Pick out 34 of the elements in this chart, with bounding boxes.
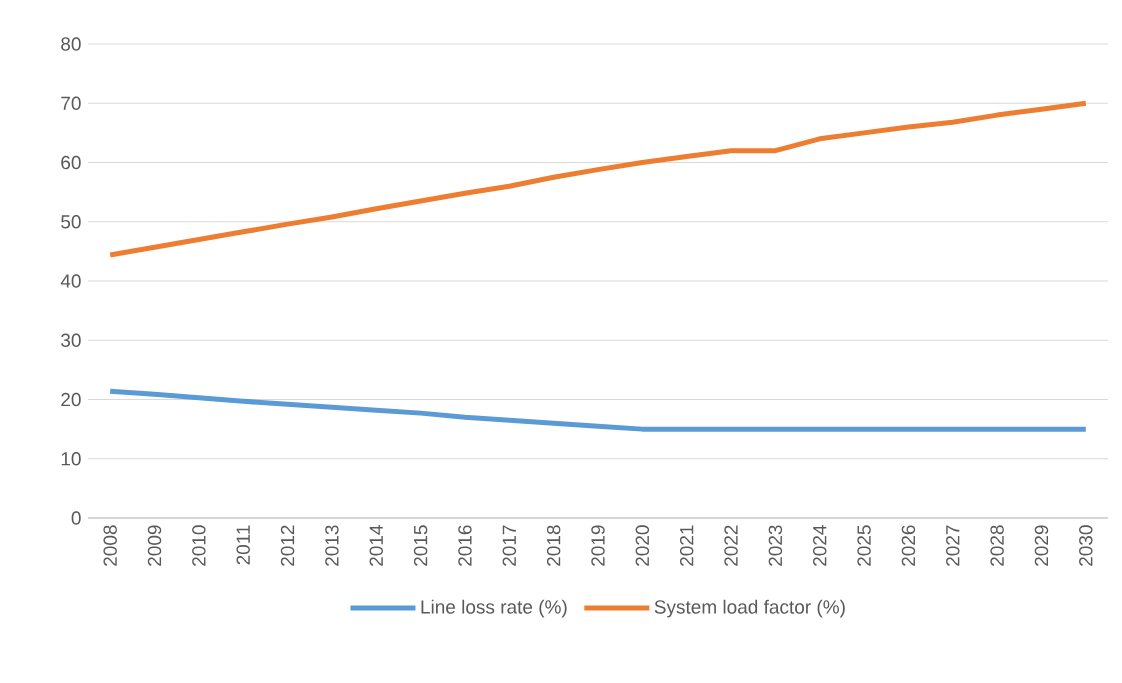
x-tick-label: 2013: [325, 525, 339, 566]
x-tick-label: 2025: [857, 525, 871, 566]
x-tick-label: 2022: [724, 525, 738, 566]
legend-label: Line loss rate (%): [421, 599, 567, 618]
x-tick-label: 2017: [502, 525, 517, 566]
x-tick-label: 2024: [813, 525, 827, 566]
x-tick-label: 2029: [1034, 525, 1049, 566]
y-tick-label: 40: [60, 274, 81, 288]
y-tick-label: 20: [61, 392, 81, 407]
legend-label: System load factor (%): [654, 599, 845, 618]
y-tick-label: 10: [61, 452, 81, 466]
x-tick-label: 2020: [635, 525, 650, 566]
x-tick-label: 2030: [1079, 525, 1093, 566]
x-tick-label: 2009: [147, 525, 162, 566]
x-tick-label: 2008: [103, 525, 117, 566]
x-tick-label: 2011: [236, 525, 250, 565]
x-tick-label: 2023: [768, 525, 783, 566]
x-tick-label: 2010: [192, 525, 206, 566]
y-tick-label: 50: [61, 215, 81, 229]
x-tick-label: 2028: [990, 525, 1004, 566]
x-tick-label: 2012: [280, 525, 295, 566]
y-tick-label: 0: [71, 511, 81, 525]
x-tick-label: 2019: [591, 525, 605, 566]
y-tick-label: 80: [61, 37, 81, 51]
x-tick-label: 2018: [546, 525, 561, 566]
y-tick-label: 70: [61, 96, 81, 110]
x-tick-label: 2016: [458, 525, 472, 566]
x-tick-label: 2014: [369, 525, 383, 566]
x-tick-label: 2021: [679, 525, 694, 566]
x-tick-label: 2027: [946, 525, 960, 566]
x-tick-label: 2026: [901, 525, 916, 566]
x-tick-label: 2015: [413, 525, 428, 566]
y-tick-label: 30: [61, 333, 81, 347]
y-tick-label: 60: [61, 155, 81, 170]
